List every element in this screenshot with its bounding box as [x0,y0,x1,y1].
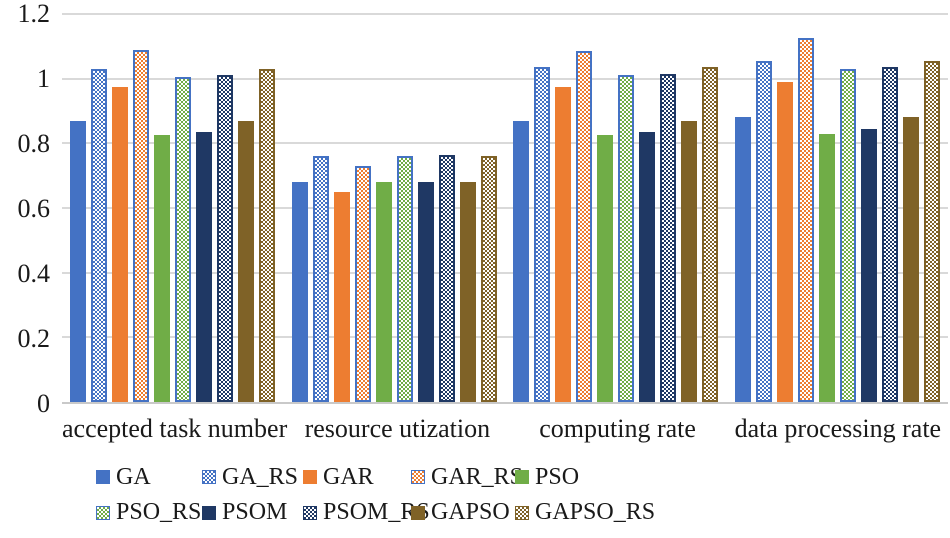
bar-psom_rs [881,67,898,402]
bar-gapso [902,117,919,402]
bar-group-2 [284,14,506,402]
bar-gapso [459,182,476,402]
legend-item-gapso: GAPSO [411,499,515,525]
y-tick-label: 0.6 [17,194,51,223]
bar-gapso_rs [480,156,497,402]
legend-swatch-icon [202,505,216,520]
legend-item-gapso_rs: GAPSO_RS [515,499,655,525]
legend-swatch-icon [411,470,425,485]
gridline [62,13,948,15]
bar-ga_rs [312,156,329,402]
bar-group-1 [62,14,284,402]
bar-pso_rs [175,77,192,402]
bar-pso [597,135,614,402]
bar-psom [417,182,434,402]
category-labels: accepted task number resource utization co… [62,412,948,446]
bar-pso [154,135,171,402]
legend: GA GA_RS GAR GAR_RS PSO PSO_RS PSOM PSOM_RS GAPS… [96,464,655,526]
y-tick-label: 1 [37,63,50,93]
bar-gar [333,191,350,402]
plot-area [62,13,948,404]
bar-gapso_rs [259,68,276,402]
legend-swatch-icon [303,505,317,520]
gridline [62,336,948,339]
legend-swatch-icon [202,470,216,485]
y-tick-label: 0 [37,389,50,418]
legend-item-ga: GA [96,464,202,490]
bars-layer [62,14,948,402]
bar-gar [112,86,129,402]
bar-gapso_rs [702,67,719,402]
bar-gar_rs [797,38,814,402]
legend-item-psom: PSOM [202,499,303,525]
bar-gar_rs [354,165,371,402]
bar-gapso_rs [923,60,940,402]
legend-label: PSO [535,464,580,490]
category-label: resource utization [304,414,491,443]
bar-pso_rs [618,75,635,402]
legend-label: GAR_RS [431,464,524,490]
legend-item-gar: GAR [303,464,411,490]
bar-psom [196,132,213,402]
y-tick-label: 0.2 [17,324,51,353]
bar-group-4 [727,14,949,402]
legend-label: PSOM [222,499,288,526]
y-tick-label: 0.4 [17,258,51,288]
bar-psom [639,132,656,402]
legend-label: GAPSO [431,499,510,526]
bar-gar [776,81,793,402]
bar-pso [818,133,835,402]
bar-gapso [238,120,255,402]
legend-label: GA_RS [222,464,299,490]
bar-ga [734,117,751,402]
legend-item-pso_rs: PSO_RS [96,499,202,525]
bar-psom_rs [660,73,677,402]
bar-gapso [681,120,698,402]
gridline [62,271,948,274]
legend-label: PSO_RS [116,499,202,526]
legend-swatch-icon [515,470,529,485]
gridlines [62,13,948,402]
bar-ga_rs [534,67,551,402]
legend-item-psom_rs: PSOM_RS [303,499,430,525]
legend-item-ga_rs: GA_RS [202,464,303,490]
bar-group-3 [505,14,727,402]
bar-pso_rs [396,156,413,402]
bar-ga_rs [755,60,772,402]
legend-item-gar_rs: GAR_RS [411,464,523,490]
bar-ga [70,120,87,402]
y-tick-label: 1.2 [17,0,51,28]
bar-pso [375,182,392,402]
category-label: accepted task number [62,414,288,443]
gridline [62,207,948,209]
legend-swatch-icon [515,505,529,520]
bar-ga [513,120,530,402]
bar-psom [860,128,877,402]
category-label: data processing rate [734,414,942,443]
y-axis: 1.2 1 0.8 0.6 0.4 0.2 0 [0,1,51,417]
legend-swatch-icon [303,470,317,485]
bar-gar [555,86,572,402]
bar-gar_rs [576,51,593,402]
gridline [62,142,948,145]
legend-swatch-icon [411,505,425,520]
legend-swatch-icon [96,505,110,520]
bar-psom_rs [217,75,234,402]
legend-label: GAR [323,464,374,490]
bar-pso_rs [839,68,856,402]
category-label: computing rate [539,414,696,443]
legend-item-pso: PSO [515,464,655,490]
bar-ga [291,182,308,402]
bar-psom_rs [438,154,455,402]
legend-swatch-icon [96,470,110,485]
bar-gar_rs [133,49,150,402]
y-tick-label: 0.8 [17,128,51,158]
legend-label: GAPSO_RS [535,499,656,526]
bar-ga_rs [91,68,108,402]
gridline [62,77,948,80]
legend-label: GA [116,464,151,490]
